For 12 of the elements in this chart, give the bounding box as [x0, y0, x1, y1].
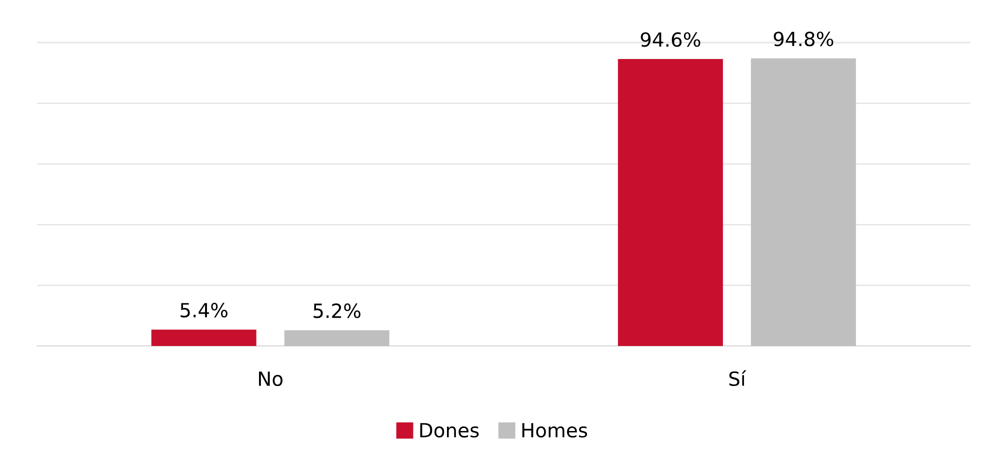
x-tick-label: Sí: [729, 370, 746, 386]
data-label: 5.4%: [180, 302, 228, 318]
bar: [750, 58, 856, 346]
bar: [284, 330, 390, 346]
bar: [151, 330, 256, 346]
data-label: 94.8%: [774, 32, 834, 46]
legend-label: Dones: [420, 423, 479, 438]
data-label: 5.2%: [314, 303, 360, 318]
legend-label: Homes: [522, 423, 588, 438]
x-tick-label: No: [259, 372, 282, 386]
data-label: 94.6%: [640, 32, 700, 47]
bar: [618, 59, 723, 346]
